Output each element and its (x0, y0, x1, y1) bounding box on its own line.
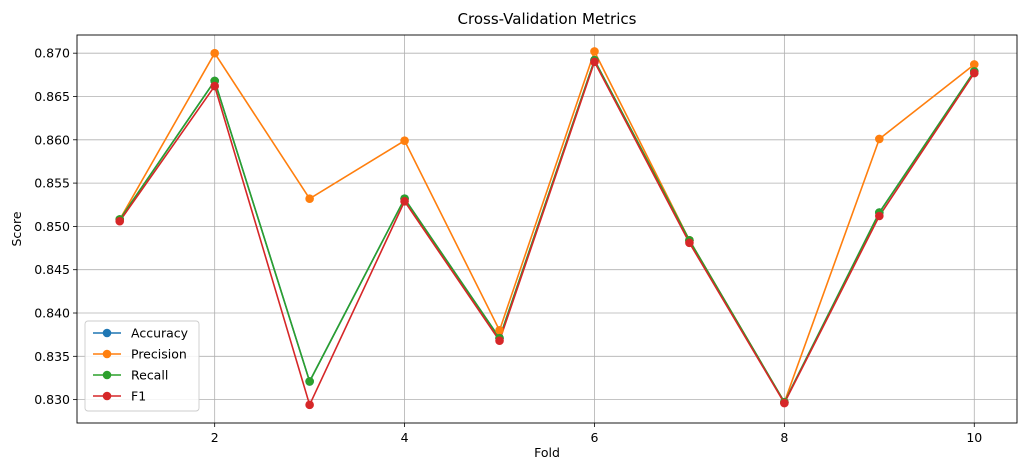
point-f1 (210, 81, 219, 91)
y-tick-label: 0.870 (34, 46, 70, 61)
legend-marker-recall (102, 370, 112, 380)
point-f1 (400, 196, 409, 206)
point-f1 (115, 216, 125, 226)
x-axis-ticks: 2 4 6 8 10 (211, 423, 982, 445)
legend-label-f1: F1 (131, 389, 146, 404)
x-tick-label: 8 (780, 430, 788, 445)
point-f1 (685, 238, 694, 248)
y-tick-label: 0.855 (34, 176, 70, 191)
series-markers (115, 47, 979, 410)
y-tick-label: 0.845 (34, 262, 70, 277)
y-tick-label: 0.840 (34, 306, 70, 321)
point-f1 (305, 400, 314, 410)
point-precision (400, 136, 409, 145)
legend-box (84, 320, 200, 412)
point-precision (305, 194, 314, 203)
y-axis-label: Score (9, 211, 24, 246)
point-precision (495, 326, 504, 335)
x-axis-label: Fold (534, 445, 560, 460)
x-tick-label: 6 (590, 430, 598, 445)
y-tick-label: 0.865 (34, 89, 70, 104)
point-precision (210, 48, 219, 58)
x-tick-label: 10 (966, 430, 982, 445)
legend-marker-f1 (102, 391, 112, 401)
point-recall (305, 377, 314, 386)
point-f1 (780, 398, 789, 408)
x-tick-label: 4 (401, 430, 409, 445)
y-tick-label: 0.830 (34, 392, 70, 407)
x-tick-label: 2 (211, 430, 219, 445)
point-f1 (495, 336, 504, 346)
point-f1 (969, 68, 979, 78)
y-tick-label: 0.835 (34, 349, 70, 364)
series-line-precision (119, 49, 975, 405)
series-line-f1 (119, 59, 975, 408)
point-precision (969, 60, 979, 69)
legend-label-precision: Precision (131, 347, 187, 362)
point-precision (875, 134, 884, 144)
y-tick-label: 0.850 (34, 219, 70, 234)
y-axis-ticks: 0.830 0.835 0.840 0.845 0.850 0.855 0.860 0.865… (34, 46, 77, 407)
chart-title: Cross-Validation Metrics (458, 10, 637, 28)
legend-label-accuracy: Accuracy (131, 326, 189, 341)
series-lines (119, 49, 975, 408)
legend-label-recall: Recall (131, 368, 168, 383)
point-precision (590, 47, 599, 56)
legend-marker-accuracy (102, 328, 112, 338)
y-tick-label: 0.860 (34, 132, 70, 147)
point-f1 (875, 211, 884, 221)
legend: Accuracy Precision Recall F1 (84, 320, 200, 412)
legend-marker-precision (102, 349, 112, 359)
point-f1 (590, 57, 599, 67)
plot-frame (76, 34, 1018, 424)
